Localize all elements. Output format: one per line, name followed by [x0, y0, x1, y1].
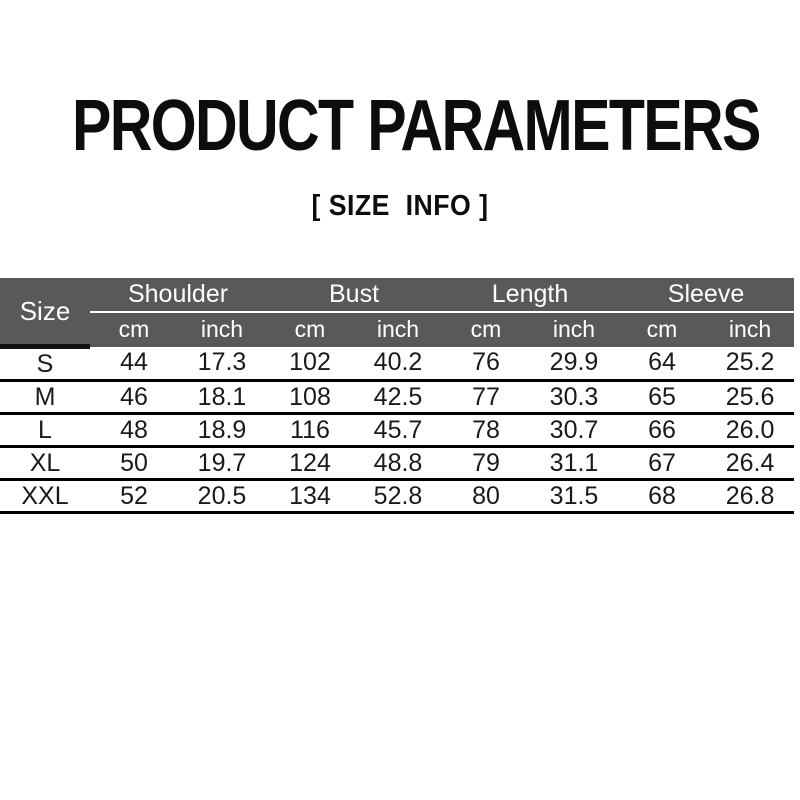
header-group-shoulder: Shoulder [90, 278, 267, 314]
value-cell: 50 [90, 446, 178, 480]
value-cell: 52.8 [354, 479, 443, 513]
header-group-length: Length [442, 278, 619, 314]
header-unit-length-cm: cm [442, 312, 531, 347]
value-cell: 17.3 [178, 346, 267, 381]
value-cell: 31.5 [530, 479, 619, 513]
value-cell: 116 [266, 413, 355, 447]
table-row-s: S 44 17.3 102 40.2 76 29.9 64 25.2 [0, 346, 795, 381]
value-cell: 26.4 [706, 446, 795, 480]
size-table-header: Size Shoulder Bust Length Sleeve cm inch… [0, 278, 795, 349]
value-cell: 30.3 [530, 380, 619, 414]
value-cell: 19.7 [178, 446, 267, 480]
value-cell: 65 [618, 380, 707, 414]
size-cell: L [0, 413, 90, 447]
value-cell: 25.6 [706, 380, 795, 414]
header-unit-row: cm inch cm inch cm inch cm inch [0, 312, 795, 347]
table-row-m: M 46 18.1 108 42.5 77 30.3 65 25.6 [0, 380, 795, 414]
header-group-bust: Bust [266, 278, 443, 314]
value-cell: 64 [618, 346, 707, 381]
value-cell: 134 [266, 479, 355, 513]
value-cell: 26.8 [706, 479, 795, 513]
size-cell: S [0, 346, 90, 381]
page-title: PRODUCT PARAMETERS [72, 86, 761, 166]
value-cell: 68 [618, 479, 707, 513]
header-unit-bust-inch: inch [354, 312, 443, 347]
header-unit-shoulder-inch: inch [178, 312, 267, 347]
value-cell: 79 [442, 446, 531, 480]
value-cell: 80 [442, 479, 531, 513]
value-cell: 67 [618, 446, 707, 480]
value-cell: 102 [266, 346, 355, 381]
size-info-subtitle: [ SIZE INFO ] [311, 190, 489, 222]
value-cell: 66 [618, 413, 707, 447]
value-cell: 25.2 [706, 346, 795, 381]
size-cell: XXL [0, 479, 90, 513]
header-unit-shoulder-cm: cm [90, 312, 178, 347]
value-cell: 52 [90, 479, 178, 513]
value-cell: 29.9 [530, 346, 619, 381]
header-size: Size [0, 278, 90, 349]
header-unit-sleeve-inch: inch [706, 312, 795, 347]
value-cell: 31.1 [530, 446, 619, 480]
table-row-l: L 48 18.9 116 45.7 78 30.7 66 26.0 [0, 413, 795, 447]
value-cell: 44 [90, 346, 178, 381]
value-cell: 26.0 [706, 413, 795, 447]
value-cell: 18.1 [178, 380, 267, 414]
table-row-xxl: XXL 52 20.5 134 52.8 80 31.5 68 26.8 [0, 479, 795, 513]
header-unit-bust-cm: cm [266, 312, 355, 347]
value-cell: 48 [90, 413, 178, 447]
value-cell: 108 [266, 380, 355, 414]
value-cell: 77 [442, 380, 531, 414]
size-table: Size Shoulder Bust Length Sleeve cm inch… [0, 278, 795, 514]
value-cell: 42.5 [354, 380, 443, 414]
header-group-sleeve: Sleeve [618, 278, 795, 314]
value-cell: 20.5 [178, 479, 267, 513]
value-cell: 30.7 [530, 413, 619, 447]
header-unit-sleeve-cm: cm [618, 312, 707, 347]
table-row-xl: XL 50 19.7 124 48.8 79 31.1 67 26.4 [0, 446, 795, 480]
value-cell: 48.8 [354, 446, 443, 480]
value-cell: 40.2 [354, 346, 443, 381]
value-cell: 124 [266, 446, 355, 480]
value-cell: 45.7 [354, 413, 443, 447]
size-cell: XL [0, 446, 90, 480]
value-cell: 76 [442, 346, 531, 381]
header-unit-length-inch: inch [530, 312, 619, 347]
size-cell: M [0, 380, 90, 414]
header-group-row: Size Shoulder Bust Length Sleeve [0, 278, 795, 349]
value-cell: 18.9 [178, 413, 267, 447]
size-table-body: S 44 17.3 102 40.2 76 29.9 64 25.2 M 46 … [0, 346, 795, 513]
value-cell: 46 [90, 380, 178, 414]
value-cell: 78 [442, 413, 531, 447]
